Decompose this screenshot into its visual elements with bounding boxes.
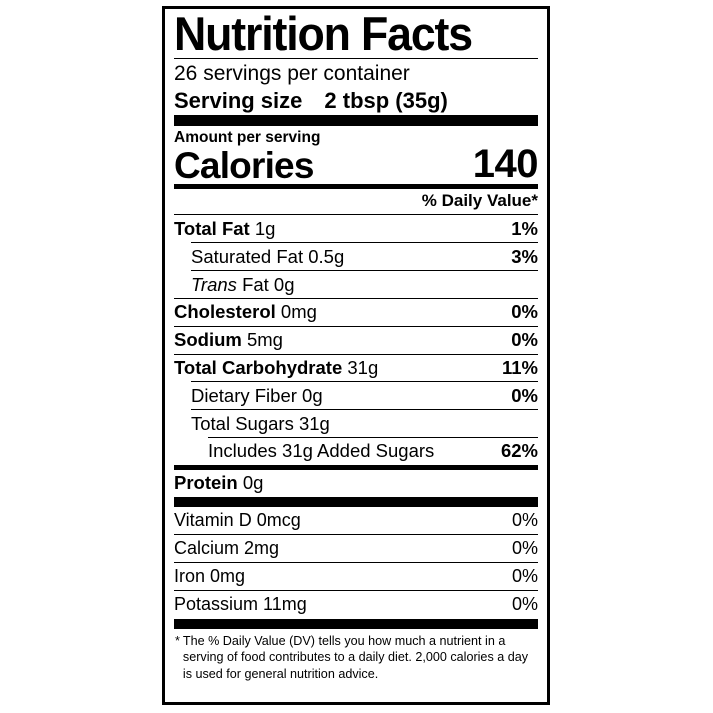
divider-after-total-sugars [208,436,538,438]
row-saturated-fat-percent: 3% [511,245,538,267]
divider-after-iron [174,590,538,592]
sodium-label: Sodium [174,329,242,351]
row-sodium-percent: 0% [511,329,538,351]
divider-thick-after-serving-size [174,114,538,126]
row-calcium-name: Calcium 2mg [174,537,280,558]
divider-after-trans-fat [174,297,538,299]
divider-after-calcium [174,562,538,564]
calories-value: 140 [472,142,539,187]
row-potassium-name: Potassium 11mg [174,594,307,615]
row-vitamin-d-percent: 0% [511,509,538,530]
row-dietary-fiber-percent: 0% [511,384,538,406]
row-added-sugars-name: Includes 31g Added Sugars [208,440,435,462]
row-total-carbohydrate-percent: 11% [501,357,538,378]
row-saturated-fat: Saturated Fat 0.5g 3% [174,243,538,270]
row-total-fat-name: Total Fat 1g [174,218,275,240]
trans-fat-rest: Fat 0g [242,273,295,295]
divider-after-saturated-fat [191,270,538,272]
row-iron-name: Iron 0mg [174,566,246,587]
row-saturated-fat-name: Saturated Fat 0.5g [191,245,345,267]
total-fat-label: Total Fat [174,217,250,239]
row-iron: Iron 0mg 0% [174,563,538,590]
row-total-fat-percent: 1% [511,217,538,239]
row-vitamin-d-name: Vitamin D 0mcg [174,509,301,530]
row-potassium: Potassium 11mg 0% [174,591,538,618]
calories-label: Calories [174,145,314,187]
divider-after-dietary-fiber [191,409,538,411]
divider-after-cholesterol [174,325,538,327]
cholesterol-label: Cholesterol [174,301,276,323]
row-total-sugars-name: Total Sugars 31g [191,412,330,434]
row-added-sugars: Includes 31g Added Sugars 62% [174,438,538,465]
divider-after-vitamin-d [174,533,538,535]
nutrition-facts-label: Nutrition Facts 26 servings per containe… [162,6,550,705]
footnote-text: The % Daily Value (DV) tells you how muc… [182,633,529,681]
row-potassium-percent: 0% [511,594,538,615]
total-fat-amount: 1g [254,217,276,239]
total-carbohydrate-amount: 31g [347,357,379,378]
serving-size-value: 2 tbsp (35g) [324,87,448,113]
footnote: * The % Daily Value (DV) tells you how m… [174,629,538,683]
serving-size-label: Serving size [174,87,303,113]
amount-per-serving-label: Amount per serving [174,128,321,146]
divider-after-total-fat [191,242,538,244]
divider-under-title [174,57,538,59]
row-trans-fat-name: Trans Fat 0g [191,274,295,296]
cholesterol-amount: 0mg [280,301,317,323]
row-protein: Protein 0g [174,470,538,497]
row-calcium-percent: 0% [511,537,538,558]
serving-size-row: Serving size 2 tbsp (35g) [174,88,538,115]
row-total-fat: Total Fat 1g 1% [174,215,538,242]
calories-row: Calories 140 [174,142,539,187]
row-dietary-fiber: Dietary Fiber 0g 0% [174,382,538,409]
divider-after-sodium [174,353,538,355]
row-total-carbohydrate: Total Carbohydrate 31g 11% [174,355,538,382]
row-sodium-name: Sodium 5mg [174,329,283,351]
sodium-amount: 5mg [246,329,283,351]
row-total-sugars: Total Sugars 31g [174,410,538,437]
row-sodium: Sodium 5mg 0% [174,327,538,354]
total-carbohydrate-label: Total Carbohydrate [174,357,343,378]
row-dietary-fiber-name: Dietary Fiber 0g [191,384,323,406]
divider-before-protein [174,464,538,470]
divider-thick-after-protein [174,496,538,507]
divider-thick-before-footnote [174,618,538,629]
row-trans-fat: Trans Fat 0g [174,271,538,298]
servings-per-container: 26 servings per container [174,61,410,85]
row-added-sugars-percent: 62% [500,440,538,462]
page-title: Nutrition Facts [174,7,473,60]
row-vitamin-d: Vitamin D 0mcg 0% [174,507,538,534]
row-total-carbohydrate-name: Total Carbohydrate 31g [174,357,378,379]
divider-after-total-carbohydrate [191,381,538,383]
row-cholesterol: Cholesterol 0mg 0% [174,299,538,326]
row-iron-percent: 0% [511,566,538,587]
row-calcium: Calcium 2mg 0% [174,535,538,562]
row-protein-name: Protein 0g [174,472,263,494]
divider-under-calories [174,184,538,190]
protein-label: Protein [174,472,238,494]
divider-under-daily-value-header [174,214,538,216]
trans-italic-text: Trans [191,273,237,295]
protein-amount: 0g [242,472,264,494]
row-cholesterol-name: Cholesterol 0mg [174,301,317,323]
row-cholesterol-percent: 0% [511,301,538,323]
footnote-asterisk: * [175,633,180,648]
daily-value-header: % Daily Value* [421,191,538,211]
